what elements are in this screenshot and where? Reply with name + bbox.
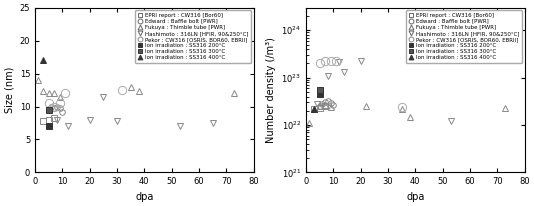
- Legend: EPRI report : CW316 [Bor60], Edward : Baffle bolt [PWR], Fukuya : Thimble tube [: EPRI report : CW316 [Bor60], Edward : Ba…: [135, 11, 251, 63]
- Y-axis label: Size (nm): Size (nm): [4, 67, 14, 113]
- X-axis label: dpa: dpa: [135, 192, 153, 202]
- Legend: EPRI report : CW316 [Bor60], Edward : Baffle bolt [PWR], Fukuya : Thimble tube [: EPRI report : CW316 [Bor60], Edward : Ba…: [406, 11, 522, 63]
- X-axis label: dpa: dpa: [406, 192, 425, 202]
- Y-axis label: Number density (/m³): Number density (/m³): [266, 37, 276, 143]
